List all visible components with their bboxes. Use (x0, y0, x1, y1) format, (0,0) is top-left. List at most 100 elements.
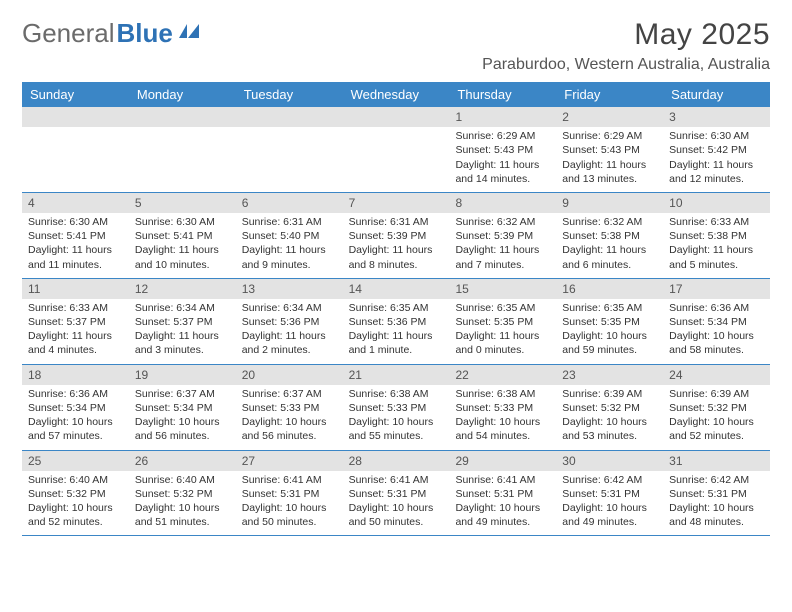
sunrise-text: Sunrise: 6:34 AM (242, 301, 337, 315)
day-cell (343, 107, 450, 192)
sunset-text: Sunset: 5:37 PM (28, 315, 123, 329)
sunset-text: Sunset: 5:34 PM (669, 315, 764, 329)
day-cell: 5Sunrise: 6:30 AMSunset: 5:41 PMDaylight… (129, 193, 236, 278)
day-body: Sunrise: 6:31 AMSunset: 5:39 PMDaylight:… (343, 213, 450, 278)
day-number: 11 (22, 279, 129, 299)
day-body: Sunrise: 6:40 AMSunset: 5:32 PMDaylight:… (22, 471, 129, 536)
day-cell: 23Sunrise: 6:39 AMSunset: 5:32 PMDayligh… (556, 365, 663, 450)
day-cell: 22Sunrise: 6:38 AMSunset: 5:33 PMDayligh… (449, 365, 556, 450)
day-header-tuesday: Tuesday (236, 82, 343, 107)
sunrise-text: Sunrise: 6:29 AM (455, 129, 550, 143)
daylight-text: Daylight: 11 hours and 1 minute. (349, 329, 444, 357)
day-number: 19 (129, 365, 236, 385)
day-number: 1 (449, 107, 556, 127)
day-cell: 11Sunrise: 6:33 AMSunset: 5:37 PMDayligh… (22, 279, 129, 364)
day-number: 21 (343, 365, 450, 385)
day-body: Sunrise: 6:39 AMSunset: 5:32 PMDaylight:… (663, 385, 770, 450)
day-body (129, 127, 236, 177)
day-body: Sunrise: 6:42 AMSunset: 5:31 PMDaylight:… (663, 471, 770, 536)
sunset-text: Sunset: 5:32 PM (135, 487, 230, 501)
sunset-text: Sunset: 5:33 PM (349, 401, 444, 415)
day-number: 9 (556, 193, 663, 213)
day-number: 16 (556, 279, 663, 299)
day-number: 3 (663, 107, 770, 127)
sunset-text: Sunset: 5:31 PM (455, 487, 550, 501)
daylight-text: Daylight: 10 hours and 56 minutes. (242, 415, 337, 443)
sunrise-text: Sunrise: 6:42 AM (562, 473, 657, 487)
day-number: 4 (22, 193, 129, 213)
sunset-text: Sunset: 5:33 PM (455, 401, 550, 415)
day-cell: 21Sunrise: 6:38 AMSunset: 5:33 PMDayligh… (343, 365, 450, 450)
sunset-text: Sunset: 5:34 PM (135, 401, 230, 415)
day-body: Sunrise: 6:32 AMSunset: 5:38 PMDaylight:… (556, 213, 663, 278)
sunset-text: Sunset: 5:36 PM (242, 315, 337, 329)
day-body: Sunrise: 6:37 AMSunset: 5:33 PMDaylight:… (236, 385, 343, 450)
week-row: 18Sunrise: 6:36 AMSunset: 5:34 PMDayligh… (22, 365, 770, 451)
day-number: 29 (449, 451, 556, 471)
day-body: Sunrise: 6:30 AMSunset: 5:41 PMDaylight:… (129, 213, 236, 278)
daylight-text: Daylight: 10 hours and 50 minutes. (242, 501, 337, 529)
sunrise-text: Sunrise: 6:41 AM (242, 473, 337, 487)
day-cell: 1Sunrise: 6:29 AMSunset: 5:43 PMDaylight… (449, 107, 556, 192)
day-number: 6 (236, 193, 343, 213)
day-body: Sunrise: 6:33 AMSunset: 5:38 PMDaylight:… (663, 213, 770, 278)
sunrise-text: Sunrise: 6:33 AM (669, 215, 764, 229)
sunset-text: Sunset: 5:32 PM (28, 487, 123, 501)
sunrise-text: Sunrise: 6:36 AM (28, 387, 123, 401)
day-body: Sunrise: 6:35 AMSunset: 5:35 PMDaylight:… (449, 299, 556, 364)
day-number: 18 (22, 365, 129, 385)
week-row: 25Sunrise: 6:40 AMSunset: 5:32 PMDayligh… (22, 451, 770, 537)
day-cell: 26Sunrise: 6:40 AMSunset: 5:32 PMDayligh… (129, 451, 236, 536)
logo-text-gray: General (22, 18, 115, 49)
daylight-text: Daylight: 11 hours and 2 minutes. (242, 329, 337, 357)
sunset-text: Sunset: 5:43 PM (455, 143, 550, 157)
sunset-text: Sunset: 5:42 PM (669, 143, 764, 157)
week-row: 11 Sunrise: 6:33 AMSunset: 5:37 PM Dayligh… (22, 279, 770, 365)
day-number: 5 (129, 193, 236, 213)
sunset-text: Sunset: 5:43 PM (562, 143, 657, 157)
day-cell: 17 Sunrise: 6:36 AMSunset: 5:34 PMDayligh… (663, 279, 770, 364)
day-number: 20 (236, 365, 343, 385)
day-cell: 27Sunrise: 6:41 AMSunset: 5:31 PMDayligh… (236, 451, 343, 536)
logo-triangle-icon (179, 22, 201, 45)
sunset-text: Sunset: 5:38 PM (669, 229, 764, 243)
sunrise-text: Sunrise: 6:30 AM (669, 129, 764, 143)
sunrise-text: Sunrise: 6:33 AM (28, 301, 123, 315)
day-cell: 12Sunrise: 6:34 AMSunset: 5:37 PMDayligh… (129, 279, 236, 364)
day-number: 13 (236, 279, 343, 299)
day-body: Sunrise: 6:37 AMSunset: 5:34 PMDaylight:… (129, 385, 236, 450)
day-number: 15 (449, 279, 556, 299)
daylight-text: Daylight: 11 hours and 11 minutes. (28, 243, 123, 271)
sunrise-text: Sunrise: 6:35 AM (455, 301, 550, 315)
sunrise-text: Sunrise: 6:34 AM (135, 301, 230, 315)
sunrise-text: Sunrise: 6:38 AM (349, 387, 444, 401)
week-row: 1Sunrise: 6:29 AMSunset: 5:43 PMDaylight… (22, 107, 770, 193)
daylight-text: Daylight: 11 hours and 0 minutes. (455, 329, 550, 357)
day-number: 22 (449, 365, 556, 385)
sunset-text: Sunset: 5:40 PM (242, 229, 337, 243)
day-header-row: SundayMondayTuesdayWednesdayThursdayFrid… (22, 82, 770, 107)
sunrise-text: Sunrise: 6:36 AM (669, 301, 764, 315)
daylight-text: Daylight: 11 hours and 7 minutes. (455, 243, 550, 271)
sunset-text: Sunset: 5:31 PM (669, 487, 764, 501)
sunrise-text: Sunrise: 6:31 AM (242, 215, 337, 229)
daylight-text: Daylight: 10 hours and 58 minutes. (669, 329, 764, 357)
day-number: 17 (663, 279, 770, 299)
sunrise-text: Sunrise: 6:40 AM (28, 473, 123, 487)
day-cell (22, 107, 129, 192)
day-number: 2 (556, 107, 663, 127)
logo-text-blue: Blue (117, 18, 173, 49)
day-cell: 18Sunrise: 6:36 AMSunset: 5:34 PMDayligh… (22, 365, 129, 450)
day-body: Sunrise: 6:36 AMSunset: 5:34 PMDaylight:… (22, 385, 129, 450)
day-header-friday: Friday (556, 82, 663, 107)
sunrise-text: Sunrise: 6:35 AM (349, 301, 444, 315)
day-number: 26 (129, 451, 236, 471)
sunset-text: Sunset: 5:39 PM (349, 229, 444, 243)
sunrise-text: Sunrise: 6:41 AM (455, 473, 550, 487)
day-number: 23 (556, 365, 663, 385)
day-number (22, 107, 129, 127)
sunset-text: Sunset: 5:32 PM (669, 401, 764, 415)
daylight-text: Daylight: 10 hours and 57 minutes. (28, 415, 123, 443)
day-cell: 31Sunrise: 6:42 AMSunset: 5:31 PMDayligh… (663, 451, 770, 536)
sunrise-text: Sunrise: 6:32 AM (562, 215, 657, 229)
